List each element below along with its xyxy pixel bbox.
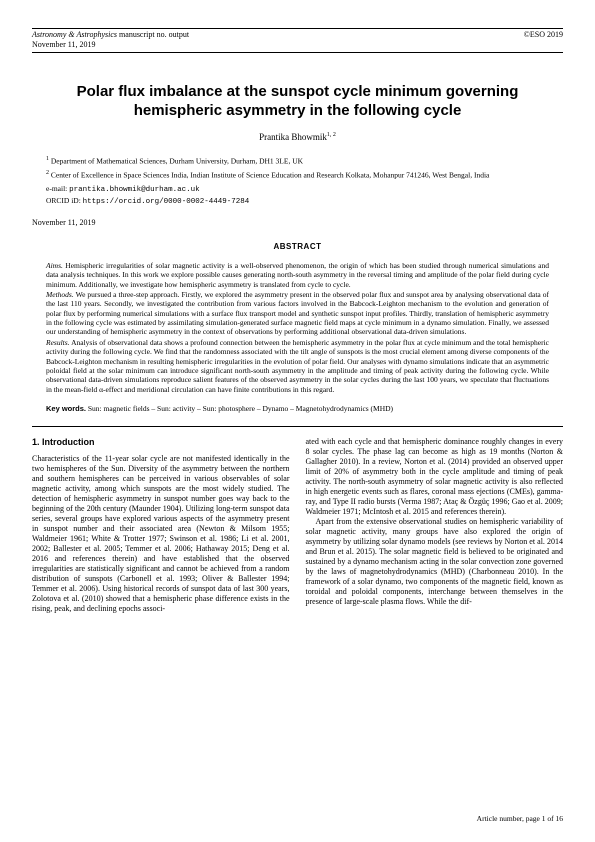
- orcid-value: https://orcid.org/0000-0002-4449-7284: [83, 198, 250, 206]
- email-line: e-mail: prantika.bhowmik@durham.ac.uk: [46, 184, 563, 196]
- author-name: Prantika Bhowmik: [259, 132, 327, 142]
- running-header: Astronomy & Astrophysics manuscript no. …: [32, 28, 563, 53]
- header-left: Astronomy & Astrophysics manuscript no. …: [32, 30, 189, 51]
- abstract-results: Results. Analysis of observational data …: [46, 338, 549, 394]
- author-line: Prantika Bhowmik1, 2: [32, 132, 563, 144]
- page-footer: Article number, page 1 of 16: [477, 814, 563, 824]
- paper-title: Polar flux imbalance at the sunspot cycl…: [32, 83, 563, 121]
- abstract-block: Aims. Hemispheric irregularities of sola…: [46, 261, 549, 394]
- intro-para-1-cont: ated with each cycle and that hemispheri…: [306, 437, 564, 517]
- keywords-text: Sun: magnetic fields – Sun: activity – S…: [86, 404, 393, 413]
- orcid-label: ORCID iD:: [46, 196, 83, 205]
- methods-text: We pursued a three-step approach. Firstl…: [46, 290, 549, 337]
- affiliation-2: 2 Center of Excellence in Space Sciences…: [46, 170, 563, 180]
- intro-para-1: Characteristics of the 11-year solar cyc…: [32, 454, 290, 614]
- column-left: 1. Introduction Characteristics of the 1…: [32, 437, 290, 614]
- header-right: ©ESO 2019: [524, 30, 563, 51]
- email-label: e-mail:: [46, 184, 69, 193]
- intro-para-2: Apart from the extensive observational s…: [306, 517, 564, 607]
- header-date: November 11, 2019: [32, 40, 189, 50]
- column-right: ated with each cycle and that hemispheri…: [306, 437, 564, 614]
- journal-name: Astronomy & Astrophysics: [32, 30, 117, 39]
- manuscript-no: manuscript no. output: [117, 30, 189, 39]
- submission-date: November 11, 2019: [32, 218, 563, 228]
- section-divider: [32, 426, 563, 427]
- body-columns: 1. Introduction Characteristics of the 1…: [32, 437, 563, 614]
- orcid-line: ORCID iD: https://orcid.org/0000-0002-44…: [46, 196, 563, 208]
- section-1-heading: 1. Introduction: [32, 437, 290, 448]
- aims-label: Aims.: [46, 261, 63, 270]
- keywords-line: Key words. Sun: magnetic fields – Sun: a…: [46, 404, 549, 414]
- results-label: Results.: [46, 338, 70, 347]
- author-affil-marks: 1, 2: [327, 132, 336, 138]
- affil-2-text: Center of Excellence in Space Sciences I…: [51, 171, 490, 180]
- results-text: Analysis of observational data shows a p…: [46, 338, 549, 394]
- affil-1-text: Department of Mathematical Sciences, Dur…: [51, 156, 303, 165]
- keywords-label: Key words.: [46, 404, 86, 413]
- abstract-aims: Aims. Hemispheric irregularities of sola…: [46, 261, 549, 289]
- abstract-heading: ABSTRACT: [32, 242, 563, 252]
- methods-label: Methods.: [46, 290, 74, 299]
- aims-text: Hemispheric irregularities of solar magn…: [46, 261, 549, 289]
- abstract-methods: Methods. We pursued a three-step approac…: [46, 290, 549, 337]
- affiliations-block: 1 Department of Mathematical Sciences, D…: [46, 156, 563, 208]
- affiliation-1: 1 Department of Mathematical Sciences, D…: [46, 156, 563, 166]
- email-value: prantika.bhowmik@durham.ac.uk: [69, 186, 200, 194]
